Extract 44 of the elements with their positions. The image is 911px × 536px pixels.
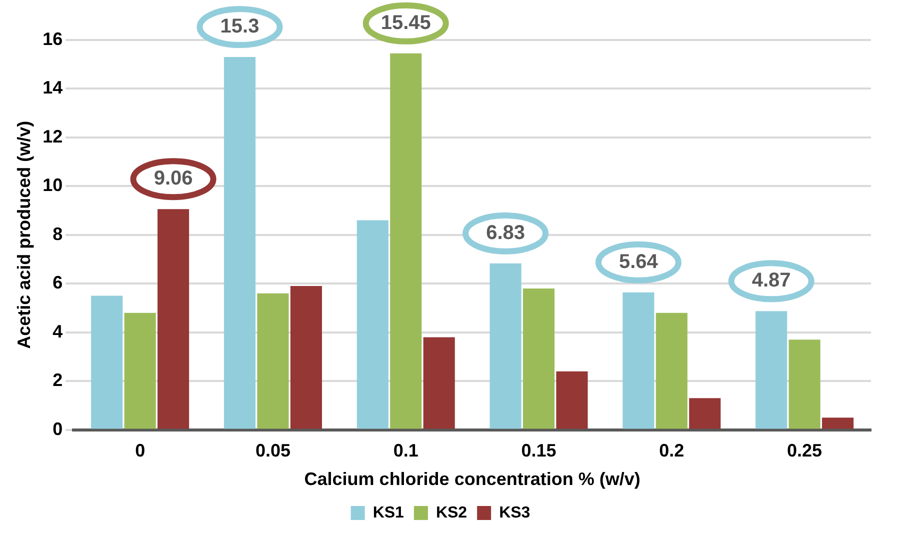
x-axis-title: Calcium chloride concentration % (w/v) xyxy=(304,469,640,490)
y-tick-label: 8 xyxy=(52,224,63,244)
bar xyxy=(158,209,190,429)
bar xyxy=(788,340,820,429)
bar xyxy=(290,286,322,429)
bar xyxy=(356,220,388,429)
bar xyxy=(490,263,522,429)
y-tick-label: 0 xyxy=(52,418,63,439)
x-tick-label: 0.2 xyxy=(659,440,684,461)
y-tick-label: 6 xyxy=(52,272,63,293)
legend-label: KS3 xyxy=(499,504,530,522)
x-tick-label: 0.25 xyxy=(787,440,822,461)
bar xyxy=(390,53,422,429)
bar xyxy=(689,398,721,429)
y-tick-label: 16 xyxy=(42,28,63,49)
x-tick-label: 0 xyxy=(135,440,146,461)
legend-label: KS1 xyxy=(372,504,404,522)
y-tick-label: 10 xyxy=(42,175,63,196)
y-tick-label: 2 xyxy=(52,370,63,390)
y-tick-label: 4 xyxy=(52,321,63,342)
data-label: 6.83 xyxy=(486,222,526,244)
bar xyxy=(756,311,788,429)
bar xyxy=(257,293,289,429)
bar xyxy=(656,312,688,429)
x-tick-label: 0.05 xyxy=(255,440,290,461)
data-label: 15.45 xyxy=(380,12,431,34)
bar xyxy=(522,288,555,429)
x-tick-label: 0.1 xyxy=(393,440,418,461)
bar xyxy=(423,337,455,429)
y-tick-label: 14 xyxy=(42,78,63,98)
x-tick-label: 0.15 xyxy=(521,440,556,461)
bar xyxy=(622,292,654,429)
bar xyxy=(822,418,854,429)
data-label: 9.06 xyxy=(154,168,193,190)
legend-label: KS2 xyxy=(436,504,468,522)
bar xyxy=(124,312,156,429)
bar xyxy=(556,371,588,429)
data-label: 15.3 xyxy=(220,16,260,38)
y-tick-label: 12 xyxy=(42,126,63,146)
data-label: 5.64 xyxy=(618,250,659,273)
data-label: 4.87 xyxy=(752,270,791,292)
bar xyxy=(224,57,256,429)
y-axis-title: Acetic acid produced (w/v) xyxy=(14,120,34,349)
bar xyxy=(91,296,123,429)
